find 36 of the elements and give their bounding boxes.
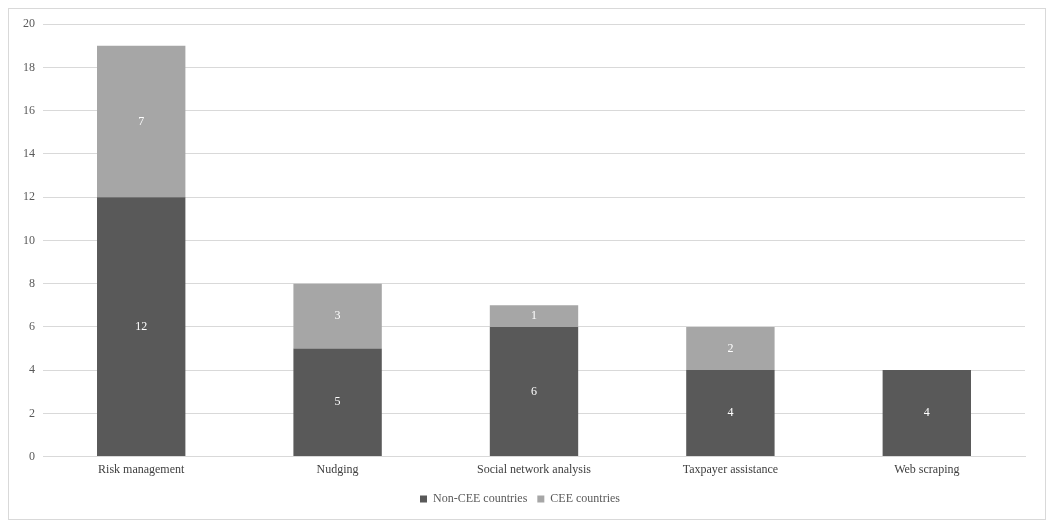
data-label: 5 [334,394,341,409]
y-tick-label: 2 [29,405,35,420]
y-tick-label: 14 [23,146,35,161]
data-label: 12 [135,318,148,333]
legend-label: CEE countries [550,491,621,506]
data-label: 3 [334,308,341,323]
data-label: 4 [727,405,734,420]
data-label: 4 [923,405,930,420]
y-tick-label: 10 [23,232,35,247]
y-tick-label: 12 [23,189,35,204]
y-tick-label: 20 [23,16,35,31]
data-label: 2 [727,340,734,355]
bar [686,326,775,371]
bar [489,305,579,327]
y-tick-label: 16 [23,102,35,117]
bar [97,197,186,457]
bar [97,45,186,198]
y-tick-label: 18 [23,59,35,74]
x-tick-label: Web scraping [894,461,960,476]
x-tick-label: Social network analysis [477,461,592,476]
bar [686,370,775,457]
legend-label: Non-CEE countries [433,491,528,506]
y-tick-label: 6 [29,319,35,334]
bar [293,283,382,349]
x-tick-label: Taxpayer assistance [682,461,779,476]
bar [293,348,382,457]
x-tick-label: Nudging [316,461,359,476]
bar [882,370,971,457]
bar [489,326,579,457]
y-tick-label: 8 [29,275,35,290]
data-label: 7 [138,113,145,128]
x-tick-label: Risk management [98,461,186,476]
y-tick-label: 0 [29,448,35,463]
data-label: 6 [531,383,537,398]
y-tick-label: 4 [29,362,35,377]
data-label: 1 [531,308,537,323]
